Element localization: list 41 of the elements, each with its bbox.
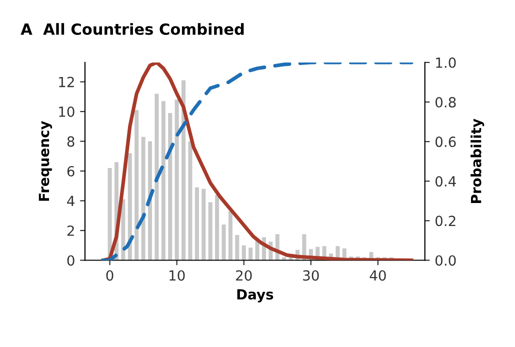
y-tick-label: 2 — [67, 225, 74, 236]
x-tick-label: 40 — [370, 270, 386, 281]
bar — [154, 94, 159, 260]
y2-tick-label: 0.2 — [436, 216, 456, 226]
bar — [248, 248, 253, 260]
y2-axis-title: Probability — [470, 118, 484, 203]
bar — [235, 234, 240, 260]
y2-tick-label: 1.0 — [436, 57, 456, 68]
bar — [202, 188, 206, 260]
y-tick-label: 12 — [59, 76, 74, 88]
y-tick-label: 8 — [67, 136, 74, 147]
y-tick-label: 6 — [67, 166, 74, 176]
y2-tick-label: 0.8 — [436, 96, 456, 108]
x-tick-label: 10 — [170, 270, 185, 281]
y2-tick-label: 0.4 — [436, 176, 456, 187]
x-tick-label: 0 — [106, 270, 114, 281]
y-tick-label: 0 — [67, 255, 74, 266]
y2-tick-label: 0.6 — [436, 136, 456, 148]
bar — [174, 100, 179, 260]
x-tick-label: 30 — [303, 270, 319, 281]
bar — [242, 245, 246, 260]
bar — [134, 110, 139, 260]
y-tick-label: 10 — [59, 106, 74, 118]
chart-title: A All Countries Combined — [20, 23, 244, 35]
y-tick-label: 4 — [67, 196, 74, 206]
y-axis-title: Frequency — [38, 120, 52, 201]
y2-tick-label: 0.0 — [436, 255, 456, 266]
bar — [228, 211, 232, 260]
x-tick-label: 20 — [236, 270, 252, 281]
bar — [222, 224, 226, 260]
bar — [188, 141, 192, 260]
bar — [208, 202, 212, 260]
bar — [128, 153, 132, 260]
bar — [168, 113, 172, 260]
bar — [141, 136, 146, 260]
bar — [148, 141, 152, 260]
bar — [161, 101, 166, 260]
x-axis-title: Days — [237, 289, 274, 302]
line-series — [101, 62, 414, 260]
bar — [194, 187, 199, 260]
bar — [215, 194, 220, 260]
